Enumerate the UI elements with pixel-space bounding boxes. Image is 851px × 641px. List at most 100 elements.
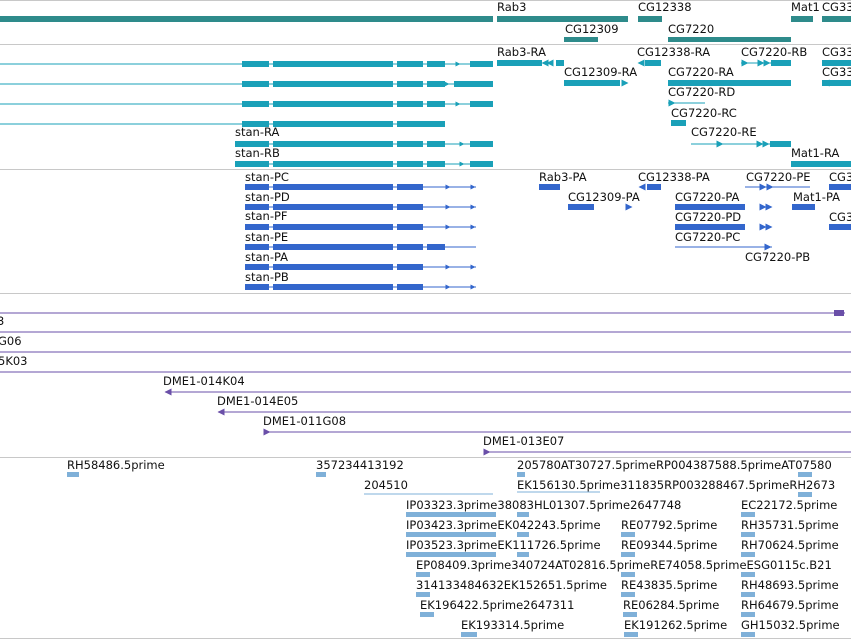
- protein-exon[interactable]: [397, 244, 423, 250]
- est-label[interactable]: EP08409.3prime340724AT02816.5primeRE7405…: [416, 558, 832, 572]
- est-label[interactable]: RH64679.5prime: [741, 598, 839, 612]
- est-feature[interactable]: [406, 512, 496, 517]
- protein-exon[interactable]: [397, 264, 423, 270]
- strand-arrow[interactable]: [759, 183, 767, 191]
- transcript-exon[interactable]: [822, 60, 851, 66]
- est-label[interactable]: EK156130.5prime311835RP003288467.5primeR…: [517, 478, 836, 492]
- clone-label[interactable]: 5K03: [0, 354, 28, 368]
- clone-end[interactable]: [263, 428, 271, 436]
- est-label[interactable]: IP03523.3primeEK111726.5prime: [406, 538, 601, 552]
- transcript-label[interactable]: Rab3-RA: [497, 45, 546, 59]
- strand-arrow[interactable]: [470, 184, 476, 190]
- est-feature[interactable]: [741, 572, 755, 577]
- est-label[interactable]: 357234413192: [316, 458, 404, 472]
- protein-label[interactable]: CG7220-PC: [675, 230, 741, 244]
- est-label[interactable]: IP03323.3prime38083HL01307.5prime2647748: [406, 498, 682, 512]
- transcript-exon[interactable]: [397, 101, 423, 107]
- gene-label[interactable]: Mat1: [791, 0, 820, 14]
- est-feature[interactable]: [517, 532, 529, 537]
- strand-arrow[interactable]: [741, 59, 749, 67]
- transcript-label[interactable]: CG33: [822, 45, 851, 59]
- strand-arrow[interactable]: [470, 224, 476, 230]
- strand-arrow[interactable]: [766, 183, 774, 191]
- gene-label[interactable]: CG12338: [638, 0, 692, 14]
- transcript-exon[interactable]: [497, 60, 542, 66]
- clone-label[interactable]: DME1-014K04: [163, 374, 245, 388]
- strand-arrow[interactable]: [445, 204, 451, 210]
- est-label[interactable]: RE06284.5prime: [623, 598, 720, 612]
- transcript-exon[interactable]: [564, 80, 620, 86]
- clone-label[interactable]: DME1-013E07: [483, 434, 565, 448]
- transcript-exon[interactable]: [470, 61, 493, 67]
- est-label[interactable]: RH48693.5prime: [741, 578, 839, 592]
- gene-label[interactable]: CG33: [822, 0, 851, 14]
- transcript-exon[interactable]: [427, 161, 445, 167]
- protein-exon[interactable]: [273, 224, 393, 230]
- transcript-label[interactable]: CG7220-RE: [691, 125, 757, 139]
- est-feature[interactable]: [316, 472, 326, 477]
- transcript-exon[interactable]: [273, 81, 393, 87]
- transcript-exon[interactable]: [397, 81, 423, 87]
- strand-arrow[interactable]: [470, 264, 476, 270]
- protein-label[interactable]: Rab3-PA: [539, 170, 587, 184]
- transcript-label[interactable]: stan-RA: [235, 125, 280, 139]
- est-label[interactable]: 204510: [364, 478, 408, 492]
- est-feature[interactable]: [741, 612, 755, 617]
- transcript-exon[interactable]: [771, 60, 791, 66]
- strand-arrow[interactable]: [455, 61, 461, 67]
- strand-arrow[interactable]: [470, 284, 476, 290]
- protein-label[interactable]: stan-PF: [245, 209, 288, 223]
- est-label[interactable]: RE07792.5prime: [621, 518, 718, 532]
- transcript-exon[interactable]: [671, 120, 686, 126]
- protein-label[interactable]: CG12338-PA: [638, 170, 710, 184]
- est-label[interactable]: RH58486.5prime: [67, 458, 165, 472]
- est-feature[interactable]: [741, 512, 755, 517]
- protein-exon[interactable]: [647, 184, 661, 190]
- strand-arrow[interactable]: [445, 224, 451, 230]
- transcript-label[interactable]: CG12309-RA: [564, 65, 638, 79]
- est-label[interactable]: RE09344.5prime: [621, 538, 718, 552]
- transcript-exon[interactable]: [242, 61, 269, 67]
- est-feature[interactable]: [621, 552, 635, 557]
- transcript-exon[interactable]: [470, 141, 493, 147]
- protein-exon[interactable]: [245, 224, 269, 230]
- est-feature[interactable]: [517, 512, 529, 517]
- gene-feature[interactable]: [0, 16, 493, 22]
- strand-arrow[interactable]: [763, 59, 771, 67]
- strand-arrow[interactable]: [445, 184, 451, 190]
- strand-arrow[interactable]: [541, 59, 549, 67]
- est-label[interactable]: RH70624.5prime: [741, 538, 839, 552]
- transcript-label[interactable]: CG7220-RD: [668, 85, 736, 99]
- protein-label[interactable]: CG3: [829, 170, 851, 184]
- transcript-exon[interactable]: [235, 161, 269, 167]
- protein-exon[interactable]: [245, 284, 269, 290]
- transcript-exon[interactable]: [273, 141, 393, 147]
- protein-exon[interactable]: [273, 204, 393, 210]
- strand-arrow[interactable]: [455, 101, 461, 107]
- transcript-label[interactable]: stan-RB: [235, 146, 280, 160]
- est-feature[interactable]: [406, 552, 496, 557]
- protein-label[interactable]: stan-PC: [245, 170, 289, 184]
- est-feature[interactable]: [624, 632, 638, 637]
- gene-feature[interactable]: [497, 16, 628, 22]
- strand-arrow[interactable]: [459, 141, 465, 147]
- strand-arrow[interactable]: [765, 203, 773, 211]
- strand-arrow[interactable]: [759, 223, 767, 231]
- est-label[interactable]: 205780AT30727.5primeRP004387588.5primeAT…: [517, 458, 832, 472]
- gene-label[interactable]: Rab3: [497, 0, 527, 14]
- protein-label[interactable]: CG7220-PA: [675, 190, 740, 204]
- est-feature[interactable]: [741, 632, 755, 637]
- protein-exon[interactable]: [273, 244, 393, 250]
- gene-feature[interactable]: [822, 16, 851, 22]
- transcript-exon[interactable]: [242, 121, 269, 127]
- protein-exon[interactable]: [245, 184, 269, 190]
- est-feature[interactable]: [621, 592, 635, 597]
- est-feature[interactable]: [623, 612, 637, 617]
- clone-end[interactable]: [217, 408, 225, 416]
- strand-arrow[interactable]: [765, 223, 773, 231]
- protein-label[interactable]: stan-PA: [245, 250, 289, 264]
- strand-arrow[interactable]: [638, 183, 646, 191]
- transcript-exon[interactable]: [427, 141, 445, 147]
- protein-exon[interactable]: [397, 184, 423, 190]
- est-label[interactable]: EC22172.5prime: [741, 498, 838, 512]
